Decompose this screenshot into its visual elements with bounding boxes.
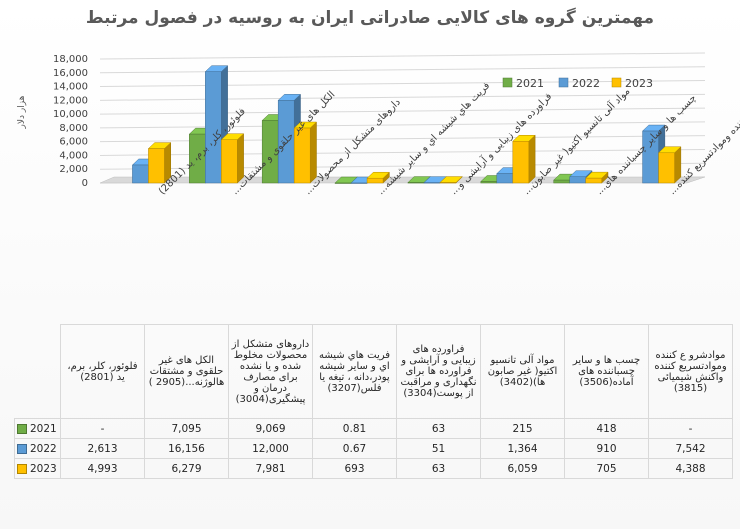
y-axis-label: هزار دلار <box>17 95 27 129</box>
table-cell: 4,993 <box>60 458 145 479</box>
gridline <box>99 107 706 115</box>
y-tick-label: 8,000 <box>59 123 88 134</box>
bar-2023-5 <box>439 175 463 184</box>
table-corner <box>15 325 61 419</box>
y-tick-label: 6,000 <box>59 137 88 148</box>
table-cell: - <box>60 418 145 439</box>
y-axis-ticks: 0 2,000 4,000 6,000 8,000 10,000 12,000 14,000 1… <box>53 54 88 189</box>
legend: 2021 2022 2023 <box>502 77 653 90</box>
table-cell: 4,388 <box>648 458 733 479</box>
table-cell: 6,059 <box>480 458 565 479</box>
table-header-row: فلوئور، کلر، برم، ید (2801) الکل های غیر … <box>15 324 733 419</box>
table-row: 2023 4,993 6,279 7,981 693 63 6,059 705 4,388 <box>14 458 733 479</box>
x-tick-label: موادشرو ع کننده وموادتسریع کننده... <box>667 80 740 198</box>
legend-key-icon <box>17 463 27 474</box>
legend-item-2022: 2022 <box>558 77 600 90</box>
table-cell: 6,279 <box>144 458 229 479</box>
table-series-cell: 2022 <box>14 438 61 459</box>
y-tick-label: 18,000 <box>53 54 88 65</box>
table-header-cell: الکل های غیر حلقوی و مشتقات هالوژنه...(2… <box>144 324 229 419</box>
table-header-cell: فریت هاي شیشه اي و سایر شیشه پودر،دانه ،… <box>312 324 397 419</box>
series-name: 2022 <box>30 442 57 455</box>
table-cell: 51 <box>396 438 481 459</box>
bar-2023-3 <box>293 121 318 184</box>
y-tick-label: 12,000 <box>53 95 88 106</box>
table-header-cell: چسب ها و سایر چسباننده های آماده(3506) <box>564 324 649 419</box>
gridline <box>99 52 706 60</box>
table-cell: 7,981 <box>228 458 313 479</box>
table-cell: 7,095 <box>144 418 229 439</box>
table-header-cell: داروهای متشکل از محصولات مخلوط شده و یا … <box>228 324 313 419</box>
chart-title: مهمترین گروه های کالایی صادراتی ایران به… <box>85 8 655 28</box>
y-tick-label: 10,000 <box>53 109 88 120</box>
data-table: فلوئور، کلر، برم، ید (2801) الکل های غیر … <box>14 324 733 479</box>
table-cell: 0.67 <box>312 438 397 459</box>
table-row: 2022 2,613 16,156 12,000 0.67 51 1,364 910 7,542 <box>14 438 733 459</box>
y-tick-label: 0 <box>82 178 88 189</box>
table-cell: 418 <box>564 418 649 439</box>
bar-2023-7 <box>585 171 609 184</box>
table-cell: 0.81 <box>312 418 397 439</box>
table-cell: - <box>648 418 733 439</box>
table-header-cell: موادشرو ع کننده وموادتسریع کننده واکنش ش… <box>648 324 733 419</box>
table-row: 2021-7,095 9,069 0.81 63 215 418- <box>14 418 733 439</box>
legend-key-icon <box>17 423 27 434</box>
legend-label: 2021 <box>516 77 544 90</box>
chart-plot: 0 2,000 4,000 6,000 8,000 10,000 12,000 14,000 1… <box>17 52 740 198</box>
legend-key-icon <box>17 443 27 454</box>
table-cell: 12,000 <box>228 438 313 459</box>
table-header-cell: فراورده های زیبایی و آرایشی و فراورده ها… <box>396 324 481 419</box>
table-cell: 705 <box>564 458 649 479</box>
table-series-cell: 2023 <box>14 458 61 479</box>
bar-2023-2 <box>220 133 245 184</box>
table-cell: 1,364 <box>480 438 565 459</box>
legend-label: 2022 <box>572 77 600 90</box>
legend-label: 2023 <box>625 77 653 90</box>
y-tick-label: 4,000 <box>59 150 88 161</box>
table-cell: 215 <box>480 418 565 439</box>
legend-item-2021: 2021 <box>502 77 544 90</box>
legend-item-2023: 2023 <box>611 77 653 90</box>
table-header-cell: مواد آلی تانسیو اکتیو( غیر صابون ها)(340… <box>480 324 565 419</box>
table-cell: 7,542 <box>648 438 733 459</box>
table-cell: 9,069 <box>228 418 313 439</box>
y-tick-label: 2,000 <box>59 164 88 175</box>
series-name: 2021 <box>30 422 57 435</box>
table-header-cell: فلوئور، کلر، برم، ید (2801) <box>60 324 145 419</box>
table-series-cell: 2021 <box>14 418 61 439</box>
gridline <box>99 93 706 101</box>
bar-2023-8 <box>657 146 682 184</box>
table-cell: 63 <box>396 418 481 439</box>
table-cell: 16,156 <box>144 438 229 459</box>
bar-2023-1 <box>147 142 172 184</box>
bar-2023-4 <box>366 171 390 184</box>
table-cell: 63 <box>396 458 481 479</box>
table-cell: 693 <box>312 458 397 479</box>
table-cell: 910 <box>564 438 649 459</box>
series-name: 2023 <box>30 462 57 475</box>
table-cell: 2,613 <box>60 438 145 459</box>
bars <box>131 65 682 184</box>
gridline <box>99 66 706 74</box>
gridline <box>99 80 706 88</box>
y-tick-label: 16,000 <box>53 68 88 79</box>
bar-2023-6 <box>512 134 536 184</box>
y-tick-label: 14,000 <box>53 82 88 93</box>
gridline <box>99 121 706 129</box>
